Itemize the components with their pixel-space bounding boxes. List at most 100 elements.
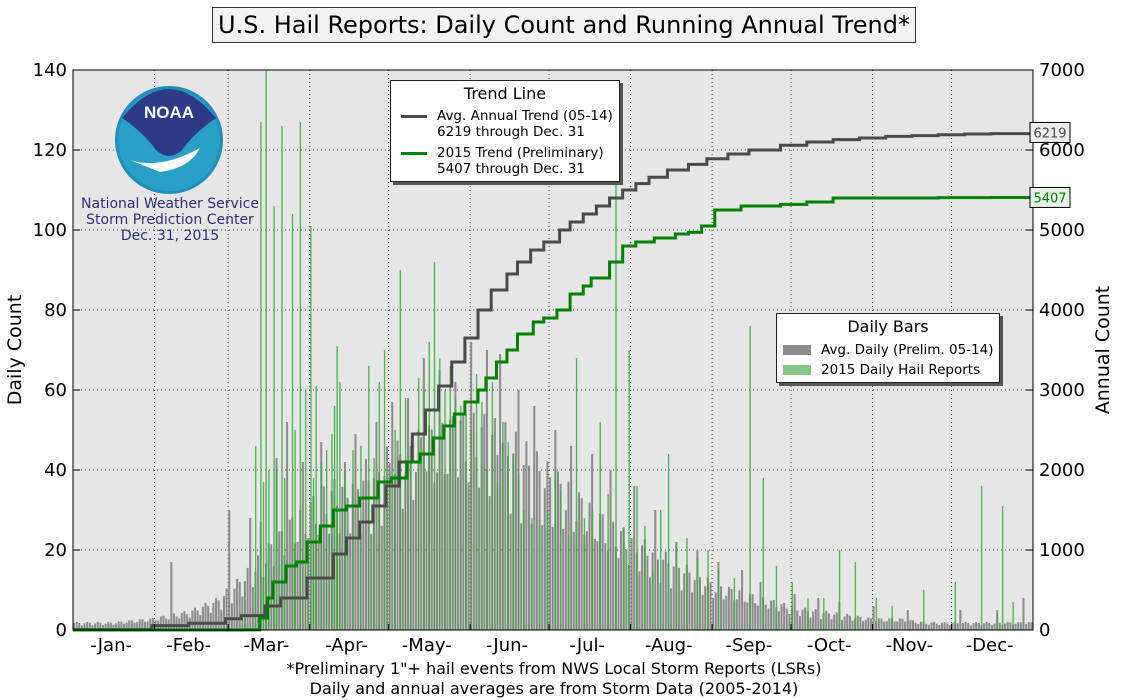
avg-daily-bar xyxy=(230,603,233,630)
y-tick-label: 120 xyxy=(33,140,67,161)
avg-daily-bar xyxy=(906,610,909,630)
x-month-label: -Apr- xyxy=(325,635,368,656)
avg-daily-bar xyxy=(798,616,801,630)
avg-daily-bar xyxy=(73,623,76,630)
avg-daily-bar xyxy=(983,623,986,630)
avg-daily-bar xyxy=(125,622,128,630)
avg-daily-bar xyxy=(246,567,249,630)
avg-daily-bar xyxy=(196,610,199,630)
avg-daily-bar xyxy=(588,502,591,630)
avg-daily-bar xyxy=(722,599,725,630)
avg-daily-bar xyxy=(133,622,136,630)
avg-daily-bar xyxy=(612,521,615,630)
avg-trend-total: 6219 through Dec. 31 xyxy=(437,124,585,140)
avg-daily-bar xyxy=(236,578,239,630)
y-tick-label: 40 xyxy=(44,460,67,481)
daily-2015-bar xyxy=(652,570,654,630)
avg-daily-bar xyxy=(956,623,959,630)
daily-2015-bar xyxy=(717,570,720,630)
avg-daily-bar xyxy=(585,531,588,630)
avg-daily-bar xyxy=(112,624,115,630)
avg-daily-bar xyxy=(893,621,896,630)
avg-daily-bar xyxy=(472,412,475,630)
avg-daily-bar xyxy=(207,605,210,630)
avg-daily-bar xyxy=(767,608,770,630)
avg-daily-bar xyxy=(138,619,141,630)
avg-daily-bar xyxy=(830,619,833,630)
daily-2015-bar xyxy=(733,578,736,630)
avg-daily-bar xyxy=(601,514,604,630)
avg-daily-bar xyxy=(109,622,112,630)
daily-2015-bar xyxy=(954,582,956,630)
avg-daily-bar xyxy=(1009,622,1012,630)
avg-daily-bar xyxy=(917,623,920,630)
daily-2015-bar xyxy=(304,390,307,630)
avg-daily-bar xyxy=(662,559,665,630)
avg-daily-bar xyxy=(451,416,454,630)
avg-daily-bar xyxy=(572,531,575,630)
avg-daily-bar xyxy=(354,434,357,630)
avg-daily-bar xyxy=(938,625,941,630)
avg-daily-bar xyxy=(80,625,83,630)
avg-daily-bar xyxy=(756,605,759,630)
avg-daily-bar xyxy=(946,623,949,630)
daily-2015-bar xyxy=(291,214,294,630)
avg-daily-bar xyxy=(951,622,954,630)
avg-daily-bar xyxy=(827,613,830,630)
avg-daily-bar xyxy=(649,577,652,630)
avg-daily-bar xyxy=(257,555,260,630)
x-month-label: -Dec- xyxy=(966,635,1014,656)
avg-daily-bar xyxy=(930,622,933,630)
avg-daily-bar xyxy=(796,610,799,630)
daily-2015-bar xyxy=(410,454,412,630)
daily-2015-bar xyxy=(475,374,478,630)
y2-tick-label: 5000 xyxy=(1039,220,1085,241)
avg-daily-bar xyxy=(912,620,915,630)
avg-daily-bar xyxy=(101,625,104,630)
avg-daily-bar xyxy=(115,623,118,630)
avg-daily-bar xyxy=(919,621,922,630)
avg-daily-bar xyxy=(296,542,299,630)
daily-2015-bar xyxy=(707,550,709,630)
daily-2015-bar xyxy=(470,430,473,630)
avg-daily-bar xyxy=(888,618,891,630)
avg-trend-end-label-box xyxy=(1029,121,1071,143)
avg-daily-bar xyxy=(809,617,812,630)
daily-2015-bar xyxy=(449,366,452,630)
avg-daily-bar xyxy=(528,465,531,630)
avg-daily-bar xyxy=(462,414,465,630)
avg-daily-bar xyxy=(233,588,236,630)
daily-2015-bar xyxy=(373,458,375,630)
daily-2015-bar xyxy=(336,346,338,630)
avg-daily-bar xyxy=(509,513,512,630)
avg-daily-swatch xyxy=(783,345,811,355)
avg-daily-bar xyxy=(964,622,967,630)
avg-daily-bar xyxy=(533,406,536,630)
avg-daily-bar xyxy=(322,486,325,630)
avg-daily-bar xyxy=(549,477,552,630)
x-month-label: -May- xyxy=(402,635,452,656)
avg-daily-bar xyxy=(212,602,215,630)
avg-daily-bar xyxy=(149,618,152,630)
daily-2015-bar xyxy=(749,326,751,630)
avg-daily-bar xyxy=(819,618,822,630)
avg-daily-bar xyxy=(407,398,410,630)
daily-2015-bar xyxy=(539,526,541,630)
daily-2015-bar xyxy=(554,470,557,630)
avg-daily-bar xyxy=(843,616,846,630)
avg-daily-bar xyxy=(86,622,89,630)
avg-daily-bar xyxy=(146,621,149,630)
x-month-label: -Sep- xyxy=(725,635,772,656)
avg-daily-bar xyxy=(688,572,691,630)
avg-daily-bar xyxy=(864,619,867,630)
avg-daily-bar xyxy=(746,602,749,630)
avg-daily-bar xyxy=(1030,622,1033,630)
avg-daily-bar xyxy=(914,622,917,630)
avg-daily-bar xyxy=(562,529,565,630)
avg-daily-bar xyxy=(783,603,786,630)
daily-2015-bar xyxy=(439,358,441,630)
avg-daily-bar xyxy=(727,586,730,630)
avg-daily-bar xyxy=(604,543,607,630)
daily-2015-bar xyxy=(686,538,688,630)
